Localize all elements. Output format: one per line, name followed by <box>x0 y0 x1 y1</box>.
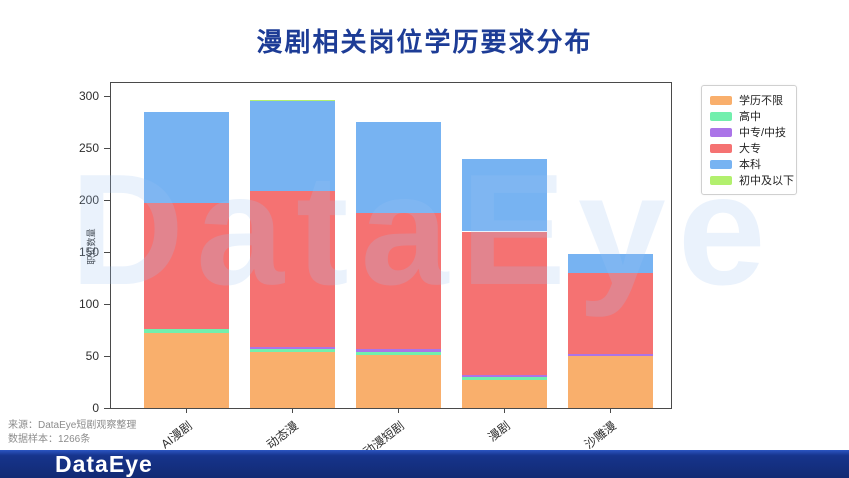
x-tick-mark <box>292 408 293 413</box>
y-tick-mark <box>104 95 110 97</box>
bar-segment <box>462 231 547 375</box>
y-tick-mark <box>104 303 110 305</box>
x-tick-mark <box>186 408 187 413</box>
x-tick-mark <box>504 408 505 413</box>
bar-segment <box>462 376 547 380</box>
bar-segment <box>144 333 229 408</box>
x-tick-mark <box>610 408 611 413</box>
y-tick-label: 100 <box>78 297 99 312</box>
legend-label: 初中及以下 <box>739 175 794 187</box>
bar-segment <box>144 329 229 334</box>
legend-item: 中专/中技 <box>710 124 788 140</box>
bar-segment <box>568 273 653 355</box>
bar-segment <box>250 99 335 101</box>
legend-item: 学历不限 <box>710 92 788 108</box>
bar-segment <box>356 348 441 352</box>
legend-label: 本科 <box>739 159 761 171</box>
sample-line: 数据样本：1266条 <box>8 434 91 445</box>
bar-segment <box>568 356 653 408</box>
bar-segment <box>144 112 229 204</box>
legend-swatch <box>710 95 732 105</box>
legend-swatch <box>710 159 732 169</box>
legend-swatch <box>710 111 732 121</box>
bar-segment <box>356 212 441 349</box>
x-tick-mark <box>398 408 399 413</box>
y-axis-label: 职位数量 <box>86 227 97 265</box>
source-line: 来源：DataEye短剧观察整理 <box>8 420 137 431</box>
legend-item: 高中 <box>710 108 788 124</box>
y-tick-label: 300 <box>78 89 99 104</box>
legend-swatch <box>710 175 732 185</box>
chart-title: 漫剧相关岗位学历要求分布 <box>256 27 593 57</box>
bar-segment <box>568 254 653 274</box>
source-note: 来源：DataEye短剧观察整理 数据样本：1266条 <box>8 419 136 447</box>
bar-segment <box>250 346 335 349</box>
legend-label: 高中 <box>739 111 761 123</box>
bar-segment <box>568 354 653 357</box>
bar-segment <box>356 122 441 213</box>
bar-segment <box>250 191 335 347</box>
footer-bar: DataEye <box>0 450 849 478</box>
legend-item: 大专 <box>710 140 788 156</box>
y-tick-mark <box>104 355 110 357</box>
y-tick-label: 200 <box>78 193 99 208</box>
bar-segment <box>250 100 335 191</box>
bar-segment <box>356 355 441 408</box>
plot-area: 0 50 100 150 200 250 300 职位数量 AI漫剧 动态漫 动漫短剧 漫剧 沙雕漫 <box>79 82 672 459</box>
dataeye-logo: DataEye <box>55 451 153 477</box>
legend-label: 大专 <box>739 143 761 155</box>
bar-segment <box>250 351 335 408</box>
bar-segment <box>250 348 335 352</box>
y-tick-label: 250 <box>78 141 99 156</box>
bar-segment <box>462 379 547 408</box>
y-tick-mark <box>104 407 110 409</box>
y-tick-label: 0 <box>92 401 99 415</box>
y-tick-label: 50 <box>85 349 99 364</box>
legend-swatch <box>710 143 732 153</box>
legend-item: 本科 <box>710 156 788 172</box>
bar-segment <box>462 374 547 377</box>
legend-label: 中专/中技 <box>739 127 787 139</box>
y-tick-label: 150 <box>78 245 99 260</box>
bar-segment <box>462 158 547 232</box>
bar-segment <box>144 203 229 330</box>
legend-item: 初中及以下 <box>710 172 794 188</box>
y-tick-mark <box>104 147 110 149</box>
y-tick-mark <box>104 251 110 253</box>
bar-segment <box>356 351 441 356</box>
legend-swatch <box>710 127 732 137</box>
legend-label: 学历不限 <box>739 95 783 107</box>
legend: 学历不限高中中专/中技大专本科初中及以下 <box>701 85 797 195</box>
y-tick-mark <box>104 199 110 201</box>
